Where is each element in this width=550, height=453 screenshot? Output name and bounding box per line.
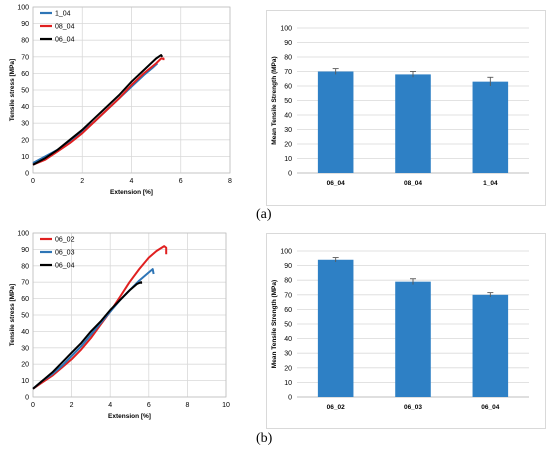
y-tick-label: 30 <box>21 121 29 128</box>
x-tick-label: 0 <box>31 402 35 409</box>
y-tick-label: 100 <box>280 26 292 33</box>
legend-label: 08_04 <box>55 24 75 31</box>
bar-06_04 <box>472 294 509 397</box>
y-tick-label: 100 <box>280 249 292 256</box>
y-tick-label: 0 <box>25 395 29 402</box>
y-tick-label: 100 <box>17 5 29 12</box>
y-tick-label: 30 <box>284 351 292 358</box>
series-line-06_04 <box>32 281 143 390</box>
figure-label-a-text: (a) <box>256 207 272 222</box>
panel-a-line-chart: 0 10 20 30 40 50 60 70 80 90 100 0 2 4 6 8 Extension [%]… <box>0 0 250 212</box>
y-tick-label: 20 <box>21 362 29 369</box>
y-axis-title: Mean Tensile Strength (MPa) <box>271 56 278 144</box>
y-tick-label: 70 <box>21 54 29 61</box>
y-tick-label: 10 <box>21 378 29 385</box>
x-tick-label: 8 <box>228 178 232 185</box>
y-tick-label: 30 <box>284 127 292 134</box>
panel-b-line-chart: 0 10 20 30 40 50 60 70 80 90 100 0 2 4 6 8 10 Extension [… <box>0 226 250 436</box>
x-tick-label: 0 <box>31 178 35 185</box>
series-line-06_03 <box>32 268 155 390</box>
y-tick-label: 70 <box>284 69 292 76</box>
y-tick-label: 90 <box>21 247 29 254</box>
legend-label: 06_04 <box>55 263 75 270</box>
legend-label: 1_04 <box>55 11 71 18</box>
x-tick-label: 4 <box>108 402 112 409</box>
legend-label: 06_02 <box>55 237 75 244</box>
stress-extension-chart-b: 0 10 20 30 40 50 60 70 80 90 100 0 2 4 6 8 10 Extension [… <box>9 231 230 421</box>
series-line-06_02 <box>32 245 168 390</box>
y-tick-label: 10 <box>284 156 292 163</box>
y-tick-label: 40 <box>284 336 292 343</box>
y-tick-label: 70 <box>21 280 29 287</box>
x-axis-title: Extension [%] <box>110 189 153 196</box>
bar-1_04 <box>472 81 509 173</box>
y-axis-title: Tensile stress [MPa] <box>9 59 16 121</box>
y-tick-label: 50 <box>284 322 292 329</box>
x-tick-label: 6 <box>147 402 151 409</box>
stress-extension-chart-a: 0 10 20 30 40 50 60 70 80 90 100 0 2 4 6 8 Extension [%]… <box>9 5 232 197</box>
category-label: 06_04 <box>327 180 345 187</box>
bar-08_04 <box>395 74 431 173</box>
x-tick-label: 10 <box>222 402 230 409</box>
y-tick-label: 20 <box>284 365 292 372</box>
bar-06_03 <box>395 281 431 397</box>
y-tick-label: 40 <box>21 104 29 111</box>
y-tick-label: 70 <box>284 292 292 299</box>
y-tick-label: 50 <box>21 88 29 95</box>
y-tick-label: 60 <box>284 84 292 91</box>
y-tick-label: 0 <box>25 171 29 178</box>
figure-label-b-text: (b) <box>256 431 273 446</box>
category-label: 08_04 <box>404 180 422 187</box>
legend-label: 06_04 <box>55 37 75 44</box>
bar-06_02 <box>317 259 354 397</box>
x-tick-label: 2 <box>70 402 74 409</box>
figure-label-a: (a) <box>256 207 272 223</box>
y-tick-label: 60 <box>284 307 292 314</box>
y-tick-label: 10 <box>21 154 29 161</box>
x-tick-label: 8 <box>185 402 189 409</box>
x-tick-label: 6 <box>179 178 183 185</box>
y-tick-label: 40 <box>21 329 29 336</box>
y-axis-title: Tensile stress [MPa] <box>9 284 16 346</box>
y-tick-label: 80 <box>284 55 292 62</box>
panel-a-bar-box: 0 10 20 30 40 50 60 70 80 90 100 06_04 08_04 1_04 Mean… <box>266 10 546 206</box>
category-label: 1_04 <box>483 180 498 187</box>
y-tick-label: 50 <box>21 313 29 320</box>
y-tick-label: 60 <box>21 296 29 303</box>
panel-b-bar-box: 0 10 20 30 40 50 60 70 80 90 100 06_02 06_03 06_04 Mea… <box>266 233 546 429</box>
legend-label: 06_03 <box>55 250 75 257</box>
y-tick-label: 10 <box>284 380 292 387</box>
y-tick-label: 0 <box>288 171 292 178</box>
y-tick-label: 50 <box>284 98 292 105</box>
y-tick-label: 100 <box>17 231 29 238</box>
y-tick-label: 60 <box>21 71 29 78</box>
y-tick-label: 90 <box>284 263 292 270</box>
bar-06_04 <box>317 71 354 173</box>
plot-area-border <box>32 6 231 174</box>
mean-strength-chart-b: 0 10 20 30 40 50 60 70 80 90 100 06_02 06_03 06_04 Mea… <box>271 249 529 411</box>
y-tick-label: 80 <box>21 263 29 270</box>
y-tick-label: 80 <box>284 278 292 285</box>
y-axis-title: Mean Tensile Strength (MPa) <box>271 280 278 368</box>
x-tick-label: 4 <box>130 178 134 185</box>
series-line-08_04 <box>32 57 165 166</box>
category-label: 06_04 <box>481 404 499 411</box>
y-tick-label: 30 <box>21 345 29 352</box>
category-label: 06_03 <box>404 404 422 411</box>
x-tick-label: 2 <box>80 178 84 185</box>
y-tick-label: 90 <box>284 40 292 47</box>
y-tick-label: 80 <box>21 38 29 45</box>
x-axis-title: Extension [%] <box>108 413 151 420</box>
y-tick-label: 90 <box>21 21 29 28</box>
figure-label-b: (b) <box>256 431 272 447</box>
series-line-06_04 <box>32 54 164 166</box>
y-tick-label: 0 <box>288 395 292 402</box>
plot-area-border <box>32 232 227 398</box>
category-label: 06_02 <box>327 404 345 411</box>
y-tick-label: 20 <box>21 137 29 144</box>
y-tick-label: 20 <box>284 142 292 149</box>
mean-strength-chart-a: 0 10 20 30 40 50 60 70 80 90 100 06_04 08_04 1_04 Mean… <box>271 26 529 187</box>
y-tick-label: 40 <box>284 113 292 120</box>
